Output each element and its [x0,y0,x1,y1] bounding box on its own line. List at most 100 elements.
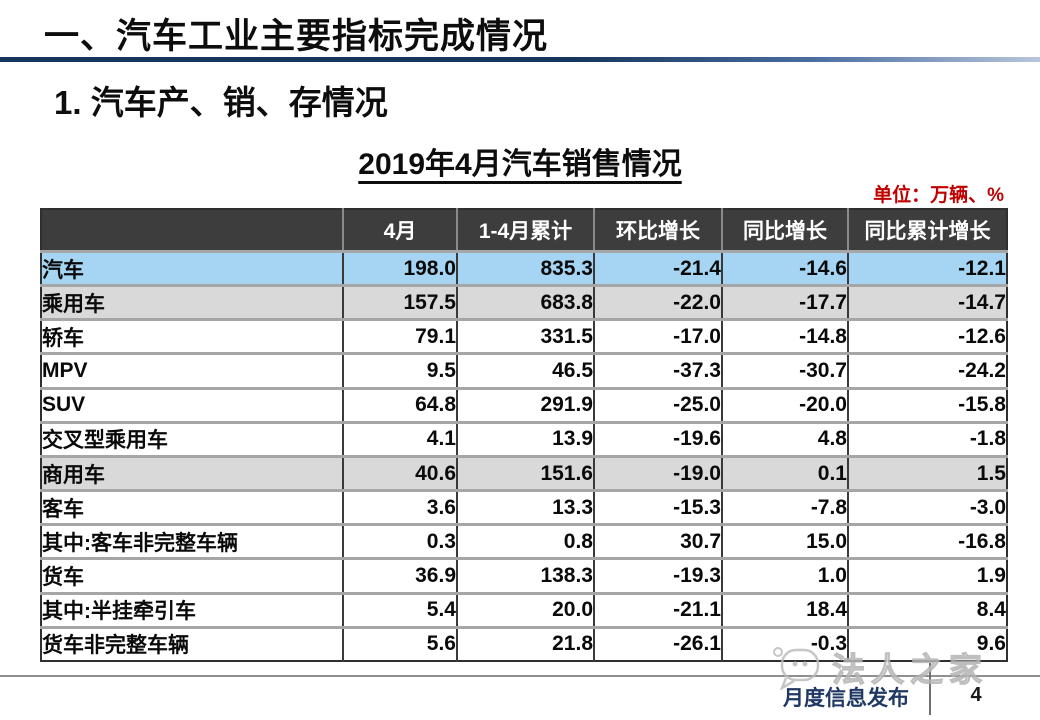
table-row-bus-incomplete: 其中:客车非完整车辆 0.3 0.8 30.7 15.0 -16.8 [41,523,1007,559]
cell-value: 9.6 [847,625,1007,661]
cell-value: 1.9 [847,557,1007,594]
cell-value: -37.3 [593,352,722,389]
watermark-logo-icon [773,647,820,690]
row-label: MPV [41,352,343,389]
cell-value: 13.3 [456,489,594,525]
cell-value: 1.0 [721,557,848,594]
cell-value: 18.4 [721,591,848,628]
cell-value: -12.6 [847,318,1007,354]
column-header-yoy-growth: 同比增长 [721,209,848,252]
table-header-row: 4月 1-4月累计 环比增长 同比增长 同比累计增长 [41,209,1007,252]
page-number-divider [929,663,931,715]
cell-value: -14.7 [847,284,1007,320]
watermark-text: 法人之家 [831,650,988,688]
cell-value: 21.8 [456,625,594,661]
cell-value: 4.1 [342,420,457,457]
section-title: 一、汽车工业主要指标完成情况 [44,17,549,56]
footer-divider-line [0,675,1040,677]
table-title-wrap: 2019年4月汽车销售情况 [0,139,1040,183]
row-label: 其中:半挂牵引车 [41,591,343,628]
table-row-total-auto: 汽车 198.0 835.3 -21.4 -14.6 -12.1 [41,249,1007,286]
cell-value: 157.5 [342,284,457,320]
table-row-suv: SUV 64.8 291.9 -25.0 -20.0 -15.8 [41,386,1007,423]
cell-value: 15.0 [721,523,848,559]
cell-value: 291.9 [456,386,594,423]
cell-value: -20.0 [721,386,848,423]
cell-value: 198.0 [342,249,457,286]
row-label: 货车非完整车辆 [41,625,343,661]
column-header-yoy-cumulative-growth: 同比累计增长 [847,209,1007,252]
cell-value: 1.5 [847,454,1007,491]
subsection-title: 1. 汽车产、销、存情况 [54,84,388,121]
cell-value: 683.8 [456,284,594,320]
cell-value: -15.8 [847,386,1007,423]
row-label: 轿车 [41,318,343,354]
cell-value: -26.1 [593,625,722,661]
cell-value: 331.5 [456,318,594,354]
cell-value: -24.2 [847,352,1007,389]
table-row-semi-trailer: 其中:半挂牵引车 5.4 20.0 -21.1 18.4 8.4 [41,591,1007,628]
row-label: 货车 [41,557,343,594]
cell-value: -21.4 [593,249,722,286]
cell-value: 0.3 [342,523,457,559]
cell-value: -17.0 [593,318,722,354]
cell-value: -15.3 [593,489,722,525]
cell-value: 5.6 [342,625,457,661]
cell-value: -19.6 [593,420,722,457]
cell-value: 79.1 [342,318,457,354]
vehicle-sales-table: 4月 1-4月累计 环比增长 同比增长 同比累计增长 汽车 198.0 835.… [40,208,1008,662]
row-label: 客车 [41,489,343,525]
cell-value: 64.8 [342,386,457,423]
cell-value: -22.0 [593,284,722,320]
table-row-mpv: MPV 9.5 46.5 -37.3 -30.7 -24.2 [41,352,1007,389]
cell-value: -7.8 [721,489,848,525]
table-row-crossover: 交叉型乘用车 4.1 13.9 -19.6 4.8 -1.8 [41,420,1007,457]
column-header-cumulative: 1-4月累计 [456,209,594,252]
row-label: 汽车 [41,249,343,286]
table-title: 2019年4月汽车销售情况 [358,148,682,181]
unit-label: 单位：万辆、% [873,185,1004,206]
table-row-passenger: 乘用车 157.5 683.8 -22.0 -17.7 -14.7 [41,284,1007,320]
cell-value: 3.6 [342,489,457,525]
cell-value: 0.1 [721,454,848,491]
row-label: 其中:客车非完整车辆 [41,523,343,559]
table-row-sedan: 轿车 79.1 331.5 -17.0 -14.8 -12.6 [41,318,1007,354]
cell-value: -14.8 [721,318,848,354]
table-row-commercial: 商用车 40.6 151.6 -19.0 0.1 1.5 [41,454,1007,491]
cell-value: -1.8 [847,420,1007,457]
table-row-bus: 客车 3.6 13.3 -15.3 -7.8 -3.0 [41,489,1007,525]
cell-value: -30.7 [721,352,848,389]
table-row-truck: 货车 36.9 138.3 -19.3 1.0 1.9 [41,557,1007,594]
table-row-truck-incomplete: 货车非完整车辆 5.6 21.8 -26.1 -0.3 9.6 [41,625,1007,661]
cell-value: -16.8 [847,523,1007,559]
cell-value: 46.5 [456,352,594,389]
cell-value: -19.0 [593,454,722,491]
cell-value: 9.5 [342,352,457,389]
cell-value: 30.7 [593,523,722,559]
column-header-april: 4月 [342,209,457,252]
column-header-category [41,209,343,252]
row-label: 商用车 [41,454,343,491]
cell-value: -21.1 [593,591,722,628]
cell-value: -25.0 [593,386,722,423]
cell-value: 20.0 [456,591,594,628]
title-underline-bar [0,57,1040,62]
row-label: 交叉型乘用车 [41,420,343,457]
row-label: 乘用车 [41,284,343,320]
cell-value: 40.6 [342,454,457,491]
cell-value: 835.3 [456,249,594,286]
cell-value: -17.7 [721,284,848,320]
cell-value: -3.0 [847,489,1007,525]
column-header-mom-growth: 环比增长 [593,209,722,252]
cell-value: 8.4 [847,591,1007,628]
page-number: 4 [970,684,982,706]
watermark: 法人之家 [770,639,988,695]
cell-value: 5.4 [342,591,457,628]
cell-value: 0.8 [456,523,594,559]
cell-value: -14.6 [721,249,848,286]
cell-value: -19.3 [593,557,722,594]
cell-value: -12.1 [847,249,1007,286]
footer-label: 月度信息发布 [783,687,909,710]
row-label: SUV [41,386,343,423]
cell-value: 4.8 [721,420,848,457]
